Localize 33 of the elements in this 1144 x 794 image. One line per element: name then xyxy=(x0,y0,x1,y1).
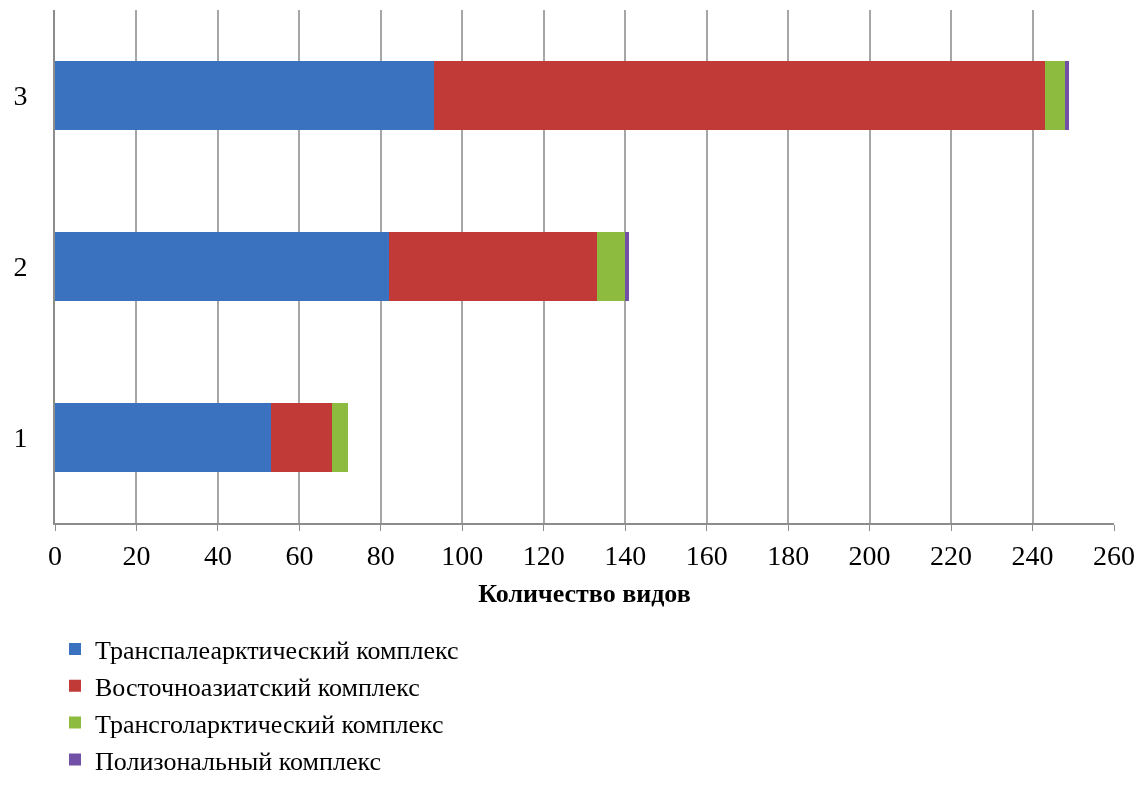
legend-label: Восточноазиатский комплекс xyxy=(95,672,420,702)
bar xyxy=(55,403,271,472)
x-tick-label: 180 xyxy=(767,539,810,571)
bar xyxy=(55,61,434,130)
legend-label: Трансголарктический комплекс xyxy=(95,709,444,739)
x-tick-label: 260 xyxy=(1093,539,1135,571)
bar xyxy=(55,232,389,301)
x-tick-label: 120 xyxy=(522,539,565,571)
legend-label: Полизональный комплекс xyxy=(95,746,381,776)
x-tick-label: 60 xyxy=(285,539,314,571)
bar xyxy=(596,232,626,301)
x-tick-label: 100 xyxy=(441,539,484,571)
bar xyxy=(625,232,630,301)
y-tick-label: 2 xyxy=(13,251,28,283)
bar xyxy=(1065,61,1070,130)
legend-label: Транспалеарктический комплекс xyxy=(95,636,459,666)
y-tick-label: 3 xyxy=(13,80,28,112)
x-tick-label: 160 xyxy=(685,539,728,571)
x-tick-label: 200 xyxy=(848,539,891,571)
bar xyxy=(1044,61,1066,130)
x-tick-label: 220 xyxy=(930,539,973,571)
y-tick-label: 1 xyxy=(13,422,28,454)
bar xyxy=(331,403,349,472)
x-tick-label: 0 xyxy=(48,539,62,571)
x-tick-label: 240 xyxy=(1011,539,1054,571)
x-axis-title: Количество видов xyxy=(478,578,691,608)
x-tick-label: 140 xyxy=(604,539,647,571)
bar xyxy=(433,61,1045,130)
x-tick-label: 20 xyxy=(122,539,151,571)
x-tick-label: 40 xyxy=(203,539,232,571)
x-tick-label: 80 xyxy=(366,539,395,571)
bar xyxy=(270,403,332,472)
bar xyxy=(388,232,597,301)
